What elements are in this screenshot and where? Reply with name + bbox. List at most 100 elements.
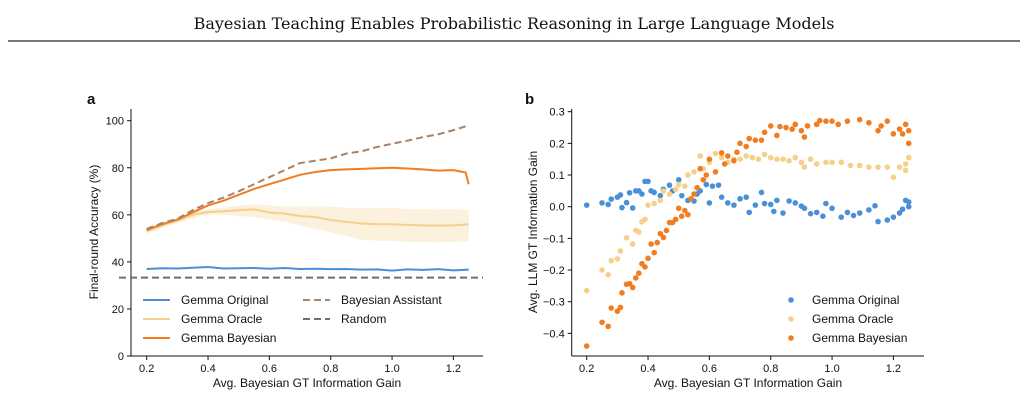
scatter-point-original [623, 199, 630, 206]
y-tick-label: −0.3 [543, 297, 565, 309]
scatter-point-oracle [792, 154, 799, 161]
scatter-point-oracle [774, 156, 780, 162]
scatter-point-original [899, 206, 906, 213]
scatter-point-bayesian [758, 137, 765, 143]
scatter-point-oracle [617, 248, 624, 254]
scatter-point-original [770, 208, 777, 215]
scatter-point-original [706, 200, 713, 206]
scatter-point-original [823, 200, 829, 207]
scatter-point-original [675, 176, 682, 183]
scatter-point-original [657, 192, 664, 199]
scatter-point-oracle [749, 154, 756, 161]
y-tick-label: 0.1 [549, 170, 564, 182]
x-tick-label: 0.6 [262, 363, 277, 375]
scatter-point-oracle [614, 256, 621, 262]
legend-marker-original [788, 297, 794, 303]
scatter-point-bayesian [718, 150, 725, 156]
scatter-point-oracle [685, 172, 691, 178]
scatter-point-original [626, 189, 633, 196]
scatter-point-bayesian [608, 305, 615, 311]
scatter-point-oracle [675, 181, 682, 188]
legend-label: Gemma Oracle [181, 312, 263, 326]
x-tick-label: 0.2 [579, 363, 594, 375]
scatter-point-oracle [583, 287, 590, 294]
scatter-point-bayesian [731, 157, 737, 164]
scatter-point-original [752, 202, 759, 208]
scatter-point-bayesian [605, 323, 611, 330]
panel-a-ylabel: Final-round Accuracy (%) [87, 165, 101, 300]
x-tick-label: 0.6 [702, 363, 717, 375]
y-tick-label: 20 [112, 304, 124, 316]
legend-label: Gemma Original [181, 293, 268, 307]
series-line-assistant [146, 124, 470, 230]
scatter-point-original [856, 210, 863, 216]
scatter-point-bayesian [752, 137, 759, 143]
scatter-point-original [807, 210, 814, 217]
scatter-point-oracle [666, 191, 673, 197]
scatter-point-original [767, 201, 774, 208]
scatter-point-original [731, 202, 737, 208]
scatter-point-oracle [813, 161, 820, 167]
scatter-point-original [905, 203, 912, 210]
scatter-point-bayesian [660, 234, 667, 241]
page-title: Bayesian Teaching Enables Probabilistic … [193, 14, 835, 33]
scatter-point-bayesian [632, 275, 639, 281]
oracle-confidence-band [146, 204, 469, 243]
scatter-point-original [746, 209, 753, 216]
series-line-original [146, 266, 469, 272]
scatter-point-bayesian [746, 135, 753, 142]
scatter-point-original [890, 214, 897, 220]
panel-b-xlabel: Avg. Bayesian GT Information Gain [654, 376, 842, 390]
scatter-point-oracle [718, 154, 725, 161]
scatter-point-original [583, 202, 590, 208]
scatter-point-bayesian [905, 140, 912, 147]
y-tick-label: 0.3 [549, 107, 564, 119]
x-tick-label: 0.8 [763, 363, 778, 375]
scatter-point-original [844, 209, 851, 216]
scatter-point-bayesian [663, 227, 670, 234]
scatter-point-bayesian [801, 134, 808, 140]
scatter-point-bayesian [866, 119, 872, 126]
scatter-point-oracle [645, 202, 651, 208]
x-tick-label: 0.4 [640, 363, 655, 375]
scatter-point-bayesian [743, 143, 749, 150]
scatter-point-original [761, 200, 768, 207]
scatter-point-bayesian [694, 184, 700, 191]
scatter-point-bayesian [648, 241, 654, 247]
x-tick-label: 0.4 [200, 363, 215, 375]
scatter-point-bayesian [896, 126, 903, 132]
y-tick-label: −0.4 [543, 328, 565, 340]
scatter-point-oracle [608, 257, 615, 264]
panel-a-xlabel: Avg. Bayesian GT Information Gain [213, 376, 401, 390]
scatter-point-oracle [801, 164, 808, 170]
scatter-point-original [639, 191, 645, 197]
scatter-point-original [724, 200, 731, 206]
scatter-point-bayesian [884, 118, 891, 124]
scatter-point-bayesian [875, 127, 881, 134]
y-tick-label: 40 [112, 257, 124, 269]
scatter-point-bayesian [905, 127, 912, 134]
scatter-point-oracle [780, 156, 786, 162]
panel-label-b: b [525, 91, 534, 108]
scatter-point-oracle [838, 159, 845, 166]
scatter-point-bayesian [629, 284, 636, 291]
scatter-point-original [829, 205, 835, 212]
scatter-point-oracle [798, 159, 805, 166]
scatter-point-original [605, 201, 611, 208]
scatter-point-original [786, 198, 792, 204]
scatter-point-original [715, 182, 722, 188]
x-tick-label: 1.2 [886, 363, 901, 375]
scatter-point-oracle [629, 241, 636, 247]
title-divider [8, 40, 1020, 42]
scatter-point-bayesian [599, 319, 605, 326]
scatter-point-bayesian [654, 239, 661, 246]
scatter-point-bayesian [626, 280, 633, 287]
scatter-point-original [792, 200, 799, 206]
scatter-point-bayesian [645, 255, 651, 262]
scatter-point-bayesian [706, 156, 713, 162]
scatter-point-bayesian [657, 230, 664, 237]
scatter-point-oracle [691, 169, 697, 175]
scatter-point-original [850, 212, 857, 219]
scatter-point-bayesian [672, 216, 679, 223]
